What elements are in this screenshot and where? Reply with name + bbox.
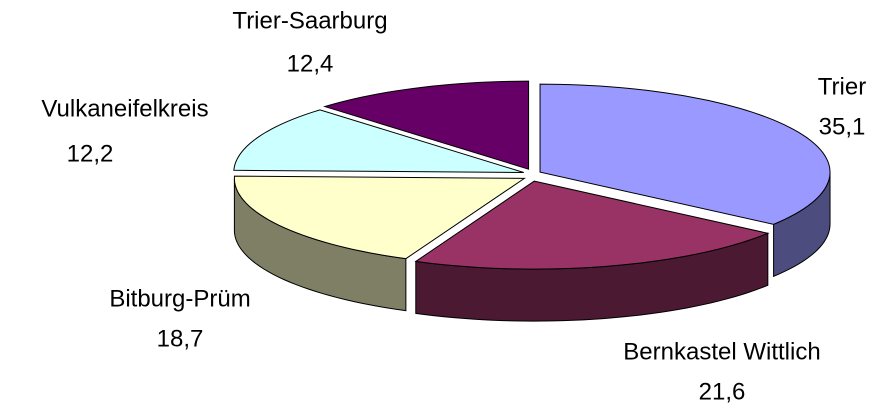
slice-label: Bernkastel Wittlich <box>623 338 820 365</box>
slice <box>233 175 526 260</box>
value-label: 35,1 <box>819 113 866 140</box>
value-label: 21,6 <box>699 378 746 405</box>
slice-label: Vulkaneifelkreis <box>41 95 208 122</box>
slice <box>323 80 530 170</box>
slice-label: Trier-Saarburg <box>232 7 387 34</box>
value-label: 12,4 <box>287 50 334 77</box>
slice <box>414 180 770 270</box>
value-label: 12,2 <box>67 140 114 167</box>
value-label: 18,7 <box>157 325 204 352</box>
slice <box>233 109 524 173</box>
slice <box>539 83 831 225</box>
slice-label: Bitburg-Prüm <box>109 285 250 312</box>
slice-label: Trier <box>818 73 866 100</box>
